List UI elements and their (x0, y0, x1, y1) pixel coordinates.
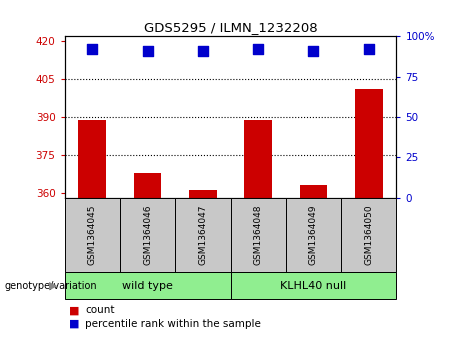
Bar (78, 119, 106, 198)
Text: wild type: wild type (122, 281, 173, 291)
Bar (65, 198, 120, 272)
Text: GSM1364048: GSM1364048 (254, 205, 263, 265)
Text: ■: ■ (69, 319, 80, 329)
Bar (120, 198, 175, 272)
Text: count: count (85, 305, 115, 315)
Bar (300, 185, 327, 198)
Text: ■: ■ (69, 305, 80, 315)
Point (144, 48, 151, 54)
Bar (244, 119, 272, 198)
Bar (341, 198, 396, 272)
Point (365, 46, 372, 52)
Text: KLHL40 null: KLHL40 null (280, 281, 347, 291)
Bar (134, 172, 161, 198)
Text: GSM1364050: GSM1364050 (364, 205, 373, 265)
Bar (175, 198, 230, 272)
Point (310, 48, 317, 54)
Text: GSM1364045: GSM1364045 (88, 205, 97, 265)
Title: GDS5295 / ILMN_1232208: GDS5295 / ILMN_1232208 (144, 21, 317, 34)
Bar (355, 89, 383, 198)
Bar (230, 272, 396, 299)
Bar (65, 272, 230, 299)
Bar (189, 190, 217, 198)
Text: ▶: ▶ (49, 281, 57, 291)
Bar (230, 198, 286, 272)
Text: percentile rank within the sample: percentile rank within the sample (85, 319, 261, 329)
Text: genotype/variation: genotype/variation (5, 281, 97, 291)
Text: GSM1364046: GSM1364046 (143, 205, 152, 265)
Point (89, 46, 96, 52)
Point (199, 48, 207, 54)
Bar (286, 198, 341, 272)
Point (254, 46, 262, 52)
Text: GSM1364047: GSM1364047 (198, 205, 207, 265)
Text: GSM1364049: GSM1364049 (309, 205, 318, 265)
